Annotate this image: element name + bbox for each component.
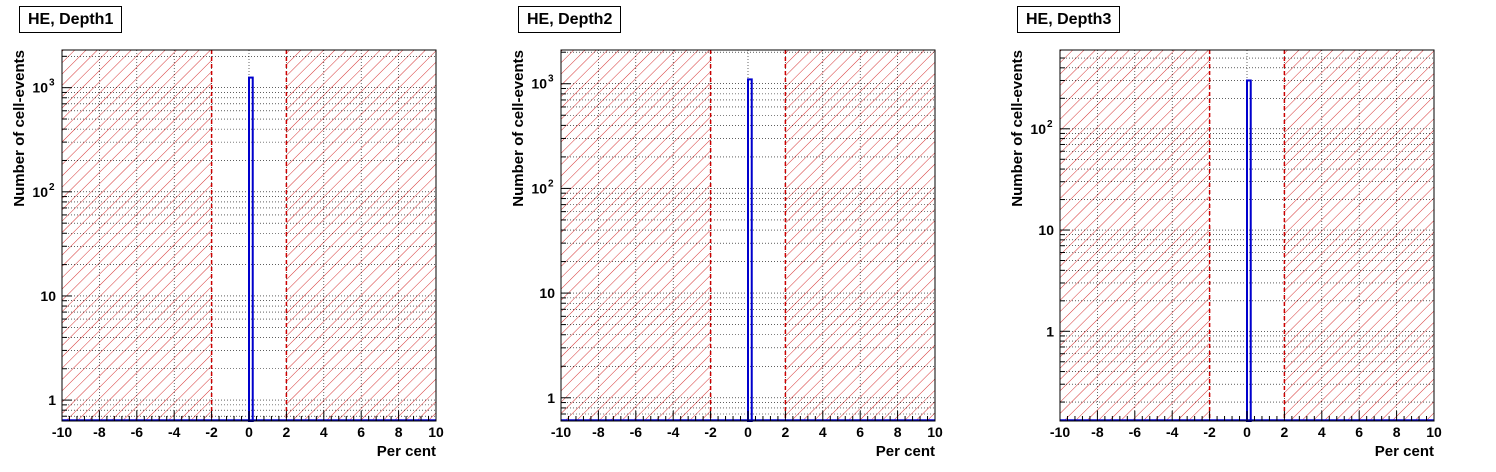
y-tick-label: 1 xyxy=(48,392,56,408)
chart-panel-2: -10 -8 -6 -4 -2 0 2 4 6 8 10 1 10 10 2 10 3 Per cent Numbe… xyxy=(499,0,997,472)
x-tick-label: 2 xyxy=(1281,424,1289,440)
x-tick-label: 8 xyxy=(894,424,902,440)
x-tick-label: -4 xyxy=(667,424,680,440)
y-tick-label: 10 xyxy=(1038,222,1054,238)
y-tick-exponent: 2 xyxy=(49,182,55,193)
x-tick-label: -6 xyxy=(630,424,643,440)
x-tick-label: -2 xyxy=(205,424,218,440)
y-tick-exponent: 2 xyxy=(548,178,554,189)
x-tick-label: 4 xyxy=(320,424,328,440)
x-tick-label: -2 xyxy=(704,424,717,440)
y-tick-label: 10 xyxy=(32,80,48,96)
x-tick-label: 8 xyxy=(1393,424,1401,440)
y-tick-label: 10 xyxy=(539,285,555,301)
y-axis-label: Number of cell-events xyxy=(1009,50,1026,207)
chart-panel-3: -10 -8 -6 -4 -2 0 2 4 6 8 10 1 10 10 2 Per cent Number o… xyxy=(998,0,1496,472)
x-tick-label: 10 xyxy=(927,424,943,440)
x-tick-label: 4 xyxy=(819,424,827,440)
y-tick-label: 10 xyxy=(32,184,48,200)
y-axis-label: Number of cell-events xyxy=(11,50,28,207)
x-tick-label: -8 xyxy=(592,424,605,440)
x-tick-label: 0 xyxy=(1243,424,1251,440)
x-tick-label: 6 xyxy=(856,424,864,440)
x-tick-label: 4 xyxy=(1318,424,1326,440)
y-tick-exponent: 3 xyxy=(49,78,55,89)
chart-title: HE, Depth1 xyxy=(19,6,123,33)
x-tick-label: 0 xyxy=(245,424,253,440)
x-tick-label: 10 xyxy=(428,424,444,440)
y-tick-exponent: 3 xyxy=(548,74,554,85)
y-tick-label: 1 xyxy=(1046,323,1054,339)
chart-panel-1: -10 -8 -6 -4 -2 0 2 4 6 8 10 1 10 10 2 10 3 Per cent Numbe… xyxy=(0,0,498,472)
chart-title: HE, Depth3 xyxy=(1017,6,1121,33)
x-axis-label: Per cent xyxy=(1375,443,1434,460)
y-tick-exponent: 2 xyxy=(1047,119,1053,130)
x-tick-label: -6 xyxy=(131,424,144,440)
x-tick-label: 0 xyxy=(744,424,752,440)
x-tick-label: 6 xyxy=(357,424,365,440)
y-tick-label: 10 xyxy=(531,76,547,92)
x-tick-label: 10 xyxy=(1426,424,1442,440)
x-axis-label: Per cent xyxy=(377,443,436,460)
y-tick-label: 10 xyxy=(531,180,547,196)
x-tick-label: -4 xyxy=(1166,424,1179,440)
x-tick-label: 2 xyxy=(283,424,291,440)
x-tick-label: -10 xyxy=(52,424,72,440)
chart-title: HE, Depth2 xyxy=(518,6,622,33)
x-tick-label: 6 xyxy=(1355,424,1363,440)
y-tick-label: 10 xyxy=(1030,121,1046,137)
x-tick-label: 2 xyxy=(782,424,790,440)
y-tick-label: 1 xyxy=(547,390,555,406)
x-tick-label: -10 xyxy=(1050,424,1070,440)
x-tick-label: -10 xyxy=(551,424,571,440)
x-axis-label: Per cent xyxy=(876,443,935,460)
x-tick-label: -2 xyxy=(1203,424,1216,440)
x-tick-label: 8 xyxy=(395,424,403,440)
x-tick-label: -8 xyxy=(1091,424,1104,440)
x-tick-label: -8 xyxy=(93,424,106,440)
y-tick-label: 10 xyxy=(40,288,56,304)
y-axis-label: Number of cell-events xyxy=(510,50,527,207)
x-tick-label: -4 xyxy=(168,424,181,440)
x-tick-label: -6 xyxy=(1129,424,1142,440)
